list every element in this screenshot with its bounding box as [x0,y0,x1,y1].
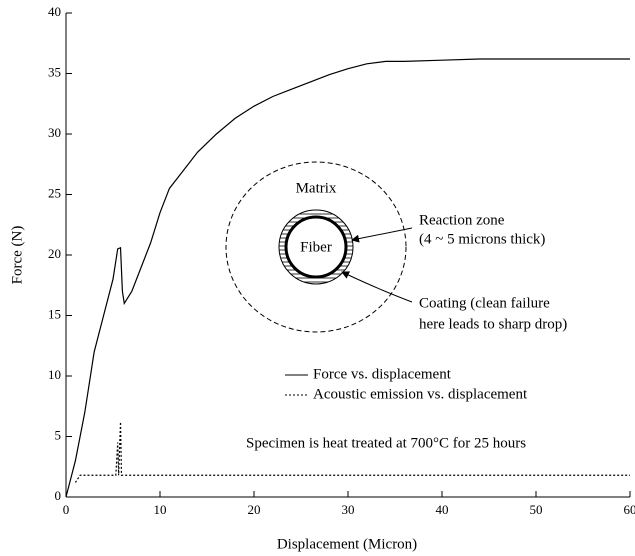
annotation: Coating (clean failure [419,295,550,311]
y-tick-label: 0 [55,488,62,503]
annotation: Matrix [296,180,337,196]
y-tick-label: 10 [48,367,61,382]
matrix-boundary [225,161,407,333]
y-tick-label: 25 [48,185,61,200]
y-tick-label: 15 [48,306,61,321]
annotation: here leads to sharp drop) [419,316,567,332]
y-tick-label: 35 [48,64,61,79]
diagram [225,161,413,333]
x-tick-label: 10 [154,502,167,517]
x-axis-label: Displacement (Micron) [277,536,417,552]
coating-ring [284,215,348,279]
x-tick-label: 40 [436,502,449,517]
annotation: Specimen is heat treated at 700°C for 25… [246,435,526,451]
arrow [341,271,413,303]
annotation: Fiber [300,239,332,255]
arrow [351,227,413,243]
y-tick-label: 40 [48,4,61,19]
legend-label: Acoustic emission vs. displacement [313,386,528,402]
x-tick-label: 20 [248,502,261,517]
legend-label: Force vs. displacement [313,366,452,382]
y-axis-label: Force (N) [9,226,25,285]
x-tick-label: 60 [624,502,635,517]
y-tick-label: 20 [48,246,61,261]
x-tick-label: 30 [342,502,355,517]
x-tick-label: 0 [63,502,70,517]
annotation: Reaction zone [419,212,505,228]
series-line [65,58,630,498]
y-tick-label: 30 [48,125,61,140]
series-line [74,421,630,483]
y-tick-label: 5 [55,427,62,442]
x-tick-label: 50 [530,502,543,517]
annotation: (4 ~ 5 microns thick) [419,231,545,247]
